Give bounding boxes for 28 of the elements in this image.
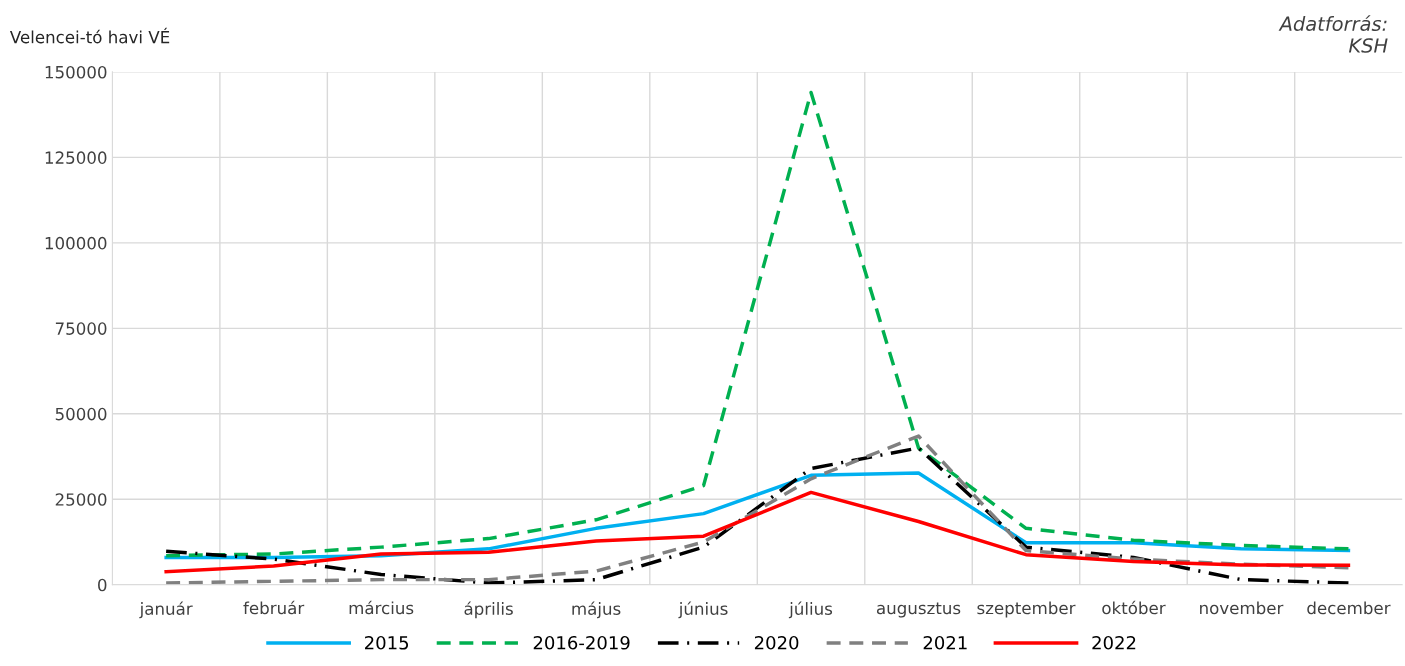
y-tick-label: 75000 — [55, 322, 107, 335]
line-series — [164, 90, 1351, 558]
y-tick-label: 50000 — [55, 407, 107, 421]
x-tick-label: január — [139, 601, 193, 619]
x-tick-label: március — [349, 600, 414, 615]
x-tick-label: szeptember — [977, 601, 1076, 618]
legend-label: 2021 — [923, 635, 967, 650]
legend-label: 2015 — [365, 635, 409, 650]
text: Adatforrás: KSH — [1278, 15, 1388, 53]
x-tick-label: augusztus — [876, 602, 961, 618]
line-series — [164, 490, 1351, 574]
legend-label: 2020 — [754, 635, 799, 650]
x-tick-label: július — [788, 601, 833, 619]
y-tick-label: 125000 — [45, 151, 107, 164]
x-tick-label: február — [243, 600, 305, 615]
y-tick-label: 150000 — [45, 65, 107, 79]
y-tick-label: 25000 — [55, 493, 107, 506]
y-axis-title: Velencei-tó havi VÉ — [9, 27, 170, 44]
x-tick-label: december — [1307, 601, 1391, 615]
x-tick-label: június — [678, 601, 728, 619]
legend-label: 2016-2019 — [533, 635, 630, 650]
x-tick-label: november — [1200, 601, 1284, 615]
x-tick-label: október — [1102, 600, 1166, 615]
y-tick-label: 0 — [98, 578, 107, 592]
legend-label: 2022 — [1092, 635, 1136, 650]
x-tick-label: április — [464, 601, 513, 619]
x-tick-label: május — [572, 601, 621, 619]
y-tick-label: 100000 — [45, 236, 107, 250]
